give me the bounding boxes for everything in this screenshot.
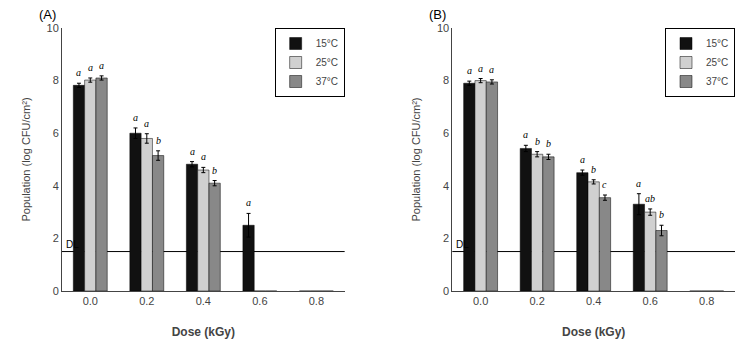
svg-text:a: a (478, 63, 483, 74)
svg-text:0.2: 0.2 (139, 295, 154, 307)
svg-text:b: b (546, 138, 551, 149)
svg-text:(A): (A) (39, 7, 56, 22)
svg-text:DL: DL (66, 239, 79, 250)
svg-text:0.6: 0.6 (252, 295, 267, 307)
svg-text:b: b (659, 209, 664, 220)
svg-text:4: 4 (443, 180, 449, 192)
svg-text:b: b (156, 135, 161, 146)
svg-text:0.2: 0.2 (529, 295, 544, 307)
svg-text:0: 0 (53, 285, 59, 297)
svg-text:a: a (76, 67, 81, 78)
svg-text:Population (log CFU/cm²): Population (log CFU/cm²) (410, 97, 422, 221)
svg-text:a: a (523, 129, 528, 140)
svg-text:15°C: 15°C (706, 38, 728, 49)
svg-text:a: a (636, 178, 641, 189)
svg-text:0.4: 0.4 (196, 295, 211, 307)
svg-text:25°C: 25°C (706, 57, 728, 68)
svg-text:10: 10 (437, 22, 449, 34)
svg-text:0.0: 0.0 (83, 295, 98, 307)
svg-text:0.6: 0.6 (643, 295, 658, 307)
svg-text:a: a (133, 112, 138, 123)
svg-text:10: 10 (47, 22, 59, 34)
svg-text:4: 4 (53, 180, 59, 192)
svg-text:8: 8 (443, 74, 449, 86)
svg-text:0.0: 0.0 (473, 295, 488, 307)
svg-text:0: 0 (443, 285, 449, 297)
svg-text:a: a (99, 60, 104, 71)
svg-text:a: a (190, 146, 195, 157)
svg-text:a: a (246, 197, 251, 208)
svg-text:a: a (201, 151, 206, 162)
svg-text:a: a (88, 62, 93, 73)
svg-text:a: a (489, 64, 494, 75)
svg-text:2: 2 (53, 232, 59, 244)
svg-text:b: b (212, 165, 217, 176)
svg-text:Dose (kGy): Dose (kGy) (172, 325, 235, 339)
svg-text:15°C: 15°C (316, 38, 338, 49)
svg-text:37°C: 37°C (316, 76, 338, 87)
svg-text:DL: DL (456, 239, 469, 250)
svg-text:37°C: 37°C (706, 76, 728, 87)
svg-text:Dose (kGy): Dose (kGy) (562, 325, 625, 339)
svg-text:6: 6 (443, 127, 449, 139)
svg-text:8: 8 (53, 74, 59, 86)
svg-text:ab: ab (645, 193, 655, 204)
svg-text:0.8: 0.8 (309, 295, 324, 307)
svg-text:6: 6 (53, 127, 59, 139)
svg-text:(B): (B) (429, 7, 446, 22)
svg-text:25°C: 25°C (316, 57, 338, 68)
svg-text:b: b (535, 136, 540, 147)
svg-text:a: a (467, 65, 472, 76)
svg-text:b: b (591, 164, 596, 175)
svg-text:c: c (602, 179, 607, 190)
svg-text:a: a (144, 118, 149, 129)
svg-text:0.8: 0.8 (699, 295, 714, 307)
svg-text:a: a (580, 154, 585, 165)
svg-text:0.4: 0.4 (586, 295, 601, 307)
svg-text:Population (log CFU/cm²): Population (log CFU/cm²) (20, 97, 32, 221)
svg-text:2: 2 (443, 232, 449, 244)
